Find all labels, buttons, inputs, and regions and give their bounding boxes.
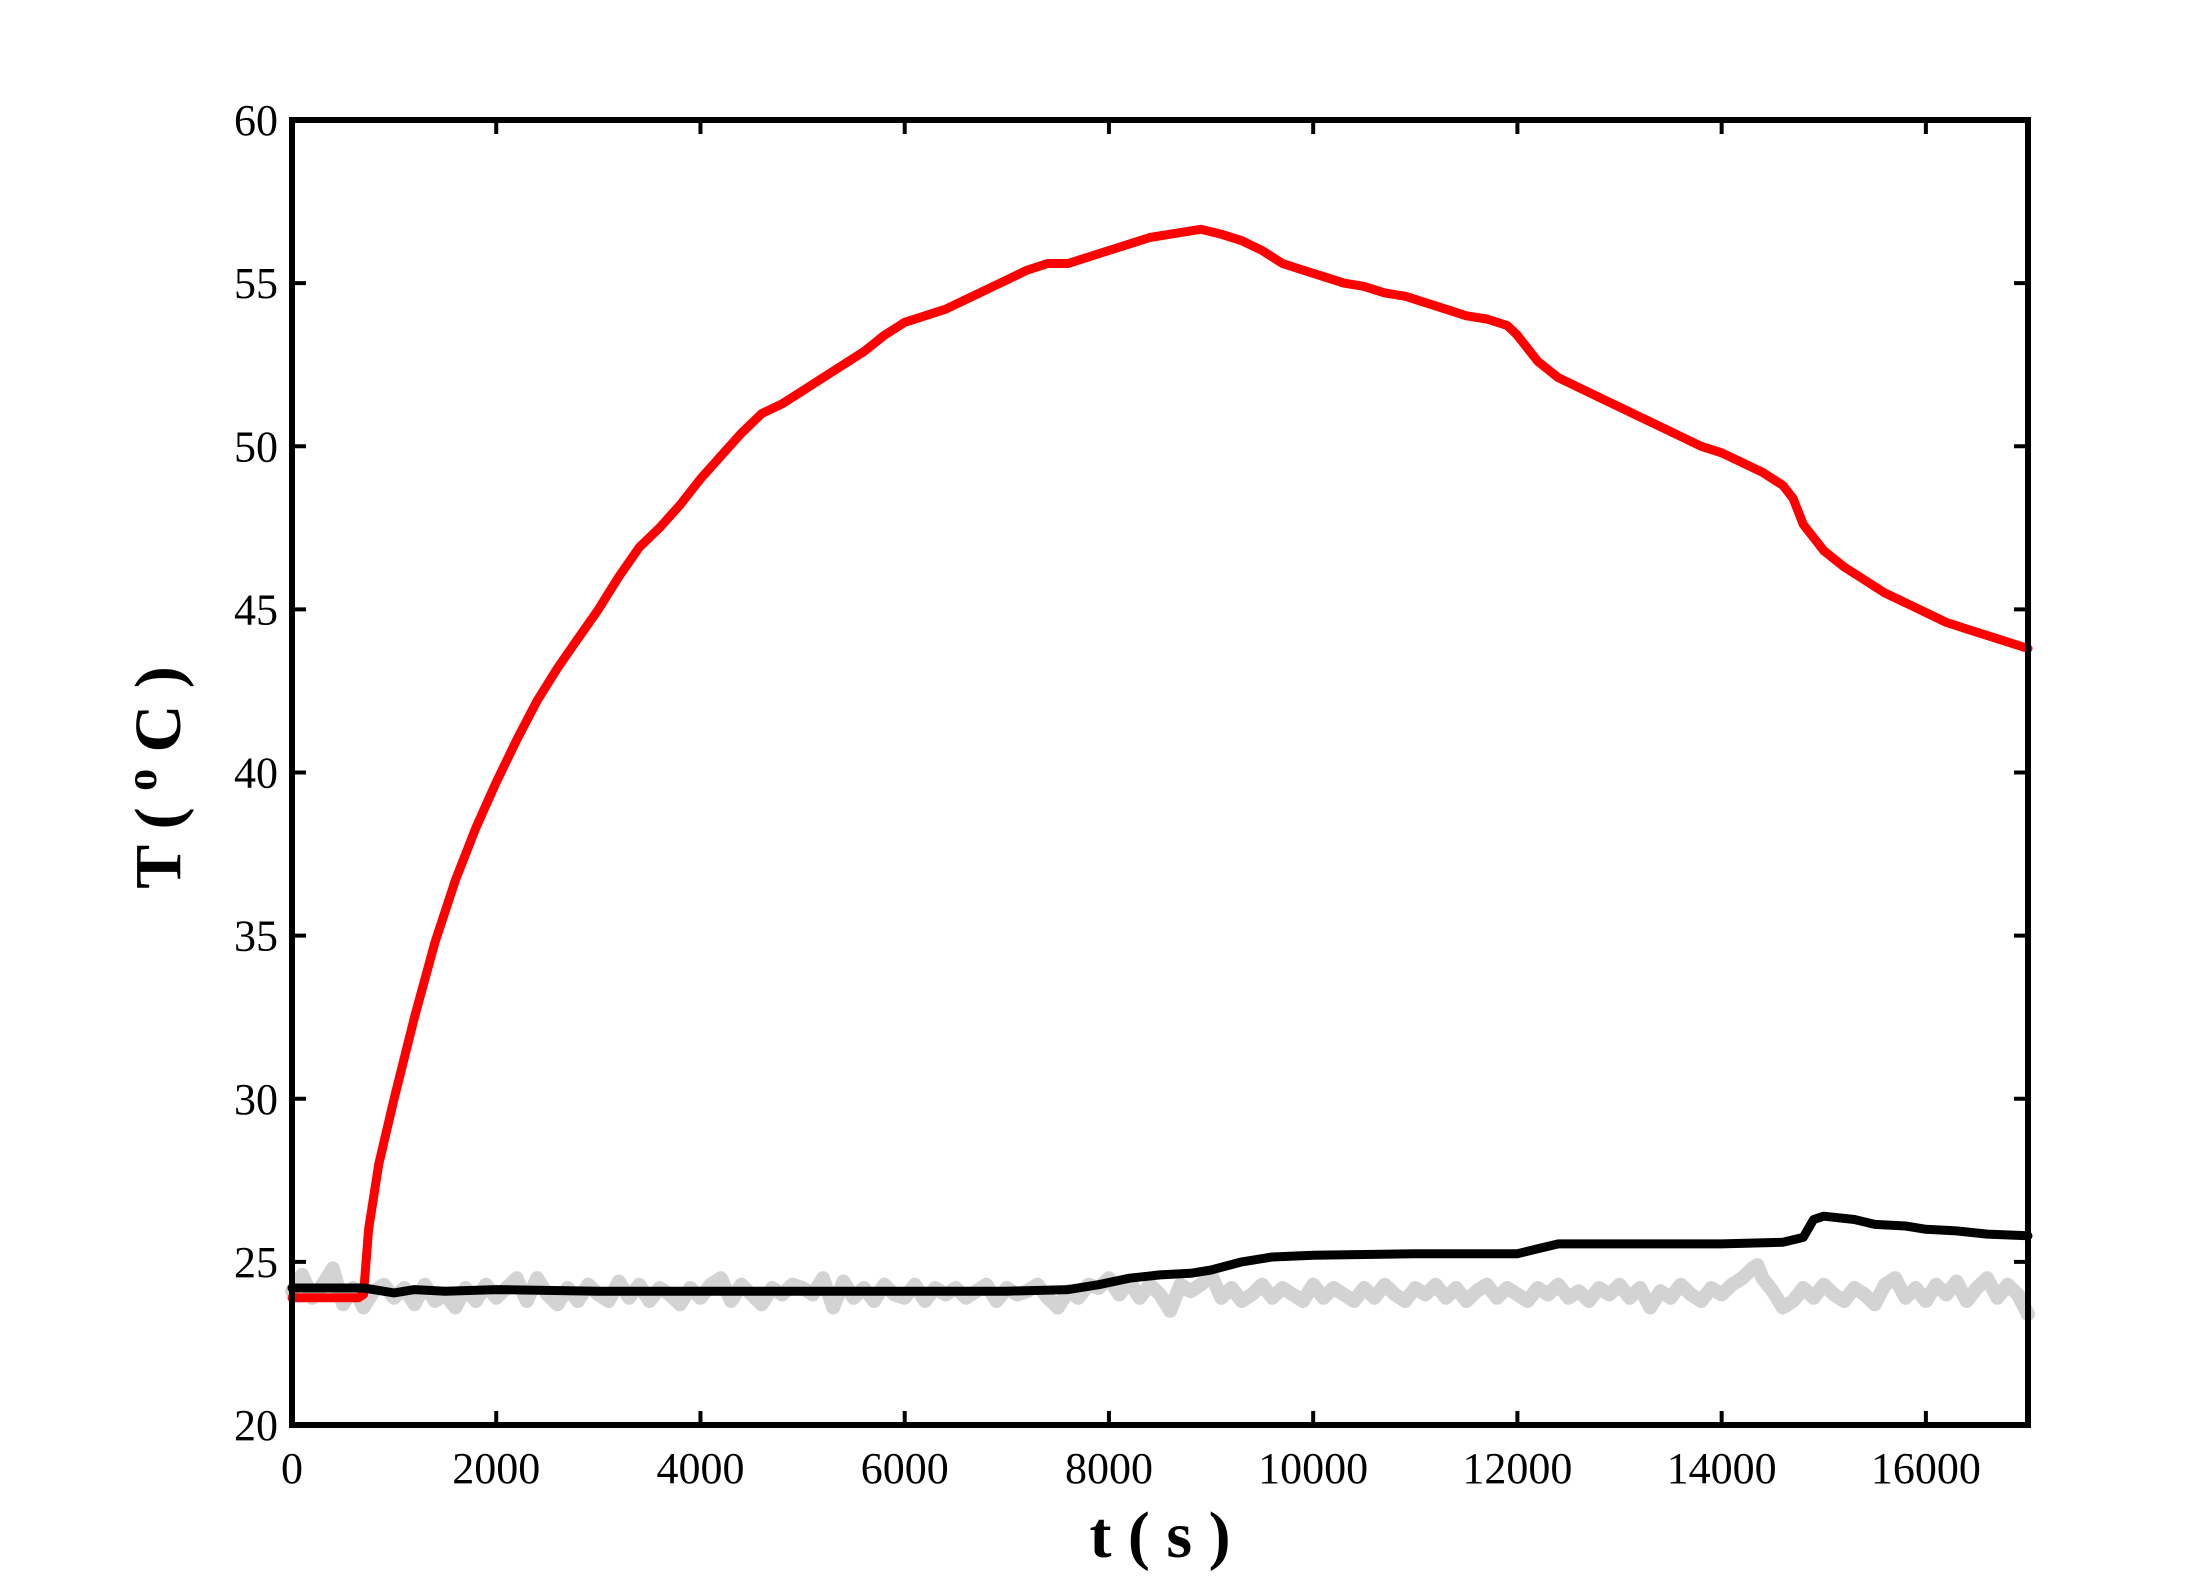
y-axis-title-prefix: T ( [122,791,195,889]
x-tick-label: 12000 [1462,1444,1572,1493]
series-line-3 [287,1211,2033,1298]
x-tick-label: 0 [281,1444,303,1493]
x-axis-title: t ( s ) [1089,1499,1230,1572]
tick-layer [290,118,2028,1427]
y-axis-title-superscript: o [117,769,166,791]
y-axis-title: T ( o C ) [117,666,196,888]
y-tick-label: 20 [234,1401,278,1450]
tick-label-layer: 0 2000 4000 6000 8000 10000 12000 14000 16000 20 2… [234,96,1981,1493]
y-tick-label: 45 [234,585,278,634]
x-tick-label: 2000 [452,1444,540,1493]
y-tick-label: 30 [234,1075,278,1124]
x-tick-label: 6000 [861,1444,949,1493]
y-tick-label: 25 [234,1238,278,1287]
series-layer [285,224,2035,1322]
series-line-2 [287,224,2033,1303]
y-tick-label: 35 [234,912,278,961]
y-tick-label: 60 [234,96,278,145]
x-tick-label: 14000 [1667,1444,1777,1493]
x-tick-label: 8000 [1065,1444,1153,1493]
x-tick-label: 10000 [1258,1444,1368,1493]
y-tick-label: 40 [234,749,278,798]
y-axis-title-unit: C ) [122,666,195,752]
y-tick-label: 50 [234,422,278,471]
x-tick-label: 16000 [1871,1444,1981,1493]
y-tick-label: 55 [234,259,278,308]
x-tick-label: 4000 [656,1444,744,1493]
plot-frame [289,117,2031,1428]
